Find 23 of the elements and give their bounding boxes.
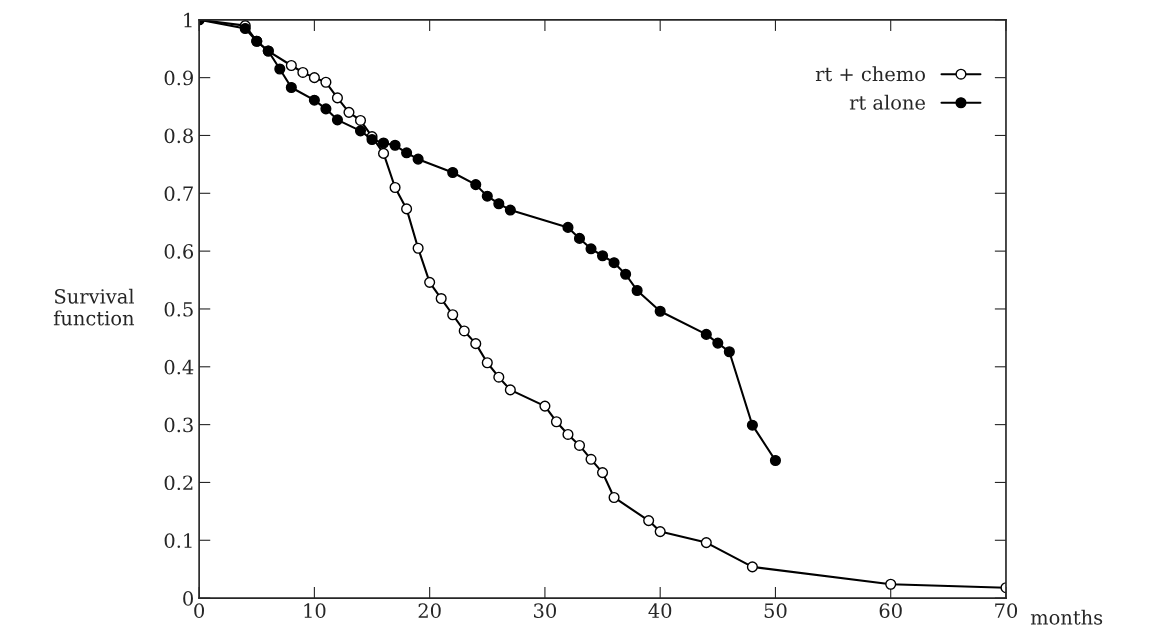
x-tick-label: 20 xyxy=(418,603,441,619)
legend-label: rt alone xyxy=(849,94,925,110)
y-tick-label: 0.3 xyxy=(164,417,193,433)
legend-label: rt + chemo xyxy=(815,66,925,82)
y-tick-label: 0.7 xyxy=(164,186,193,201)
y-tick-label: 0.5 xyxy=(164,301,193,317)
x-tick-label: 30 xyxy=(534,603,556,619)
y-tick-label: 0.1 xyxy=(164,533,192,548)
x-tick-label: 40 xyxy=(648,603,672,619)
y-tick-label: 0.9 xyxy=(164,70,193,86)
y-tick-label: 1 xyxy=(184,12,192,28)
x-tick-label: 10 xyxy=(304,603,326,619)
y-axis-title: Survival function xyxy=(53,288,135,326)
x-tick-label: 70 xyxy=(995,603,1018,619)
y-tick-label: 0.6 xyxy=(164,244,194,259)
y-tick-label: 0 xyxy=(183,591,193,606)
x-tick-label: 0 xyxy=(194,603,205,619)
y-tick-label: 0.2 xyxy=(164,475,193,491)
x-axis-title: months xyxy=(1030,609,1103,625)
y-tick-label: 0.4 xyxy=(164,359,194,375)
x-tick-label: 60 xyxy=(879,603,902,619)
y-tick-label: 0.8 xyxy=(164,128,193,144)
x-tick-label: 50 xyxy=(764,603,787,619)
